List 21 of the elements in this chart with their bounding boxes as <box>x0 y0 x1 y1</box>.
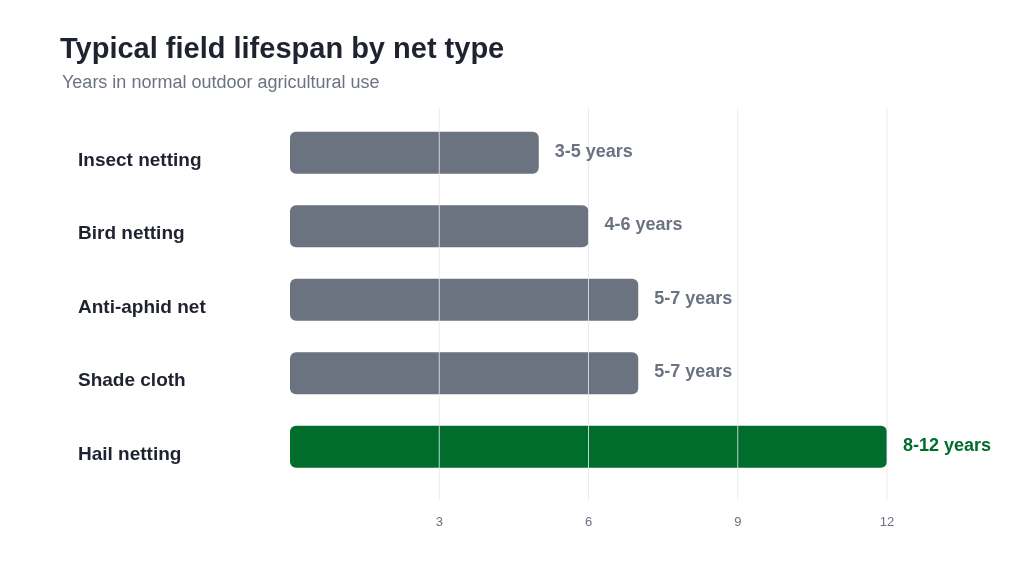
y-tick-label: Bird netting <box>78 222 185 244</box>
chart-subtitle: Years in normal outdoor agricultural use <box>62 72 380 92</box>
bar <box>290 205 589 248</box>
y-tick-label: Hail netting <box>78 442 182 464</box>
x-tick-label: 6 <box>584 514 593 529</box>
y-tick-label: Insect netting <box>78 148 202 170</box>
data-label: 5-7 years <box>654 287 733 308</box>
bar <box>290 425 887 468</box>
x-tick-label: 12 <box>879 514 895 529</box>
data-label: 5-7 years <box>654 361 733 381</box>
x-tick-label: 3 <box>435 514 443 529</box>
data-label: 8-12 years <box>903 434 992 455</box>
y-tick-label: Shade cloth <box>78 369 186 391</box>
data-label: 4-6 years <box>604 214 683 234</box>
y-tick-label: Anti-aphid net <box>78 295 207 317</box>
chart-title: Typical field lifespan by net type <box>60 32 505 64</box>
x-tick-label: 9 <box>734 514 742 529</box>
data-label: 3-5 years <box>554 140 633 161</box>
bar <box>290 278 639 321</box>
bar <box>290 131 539 174</box>
bar <box>290 352 639 395</box>
